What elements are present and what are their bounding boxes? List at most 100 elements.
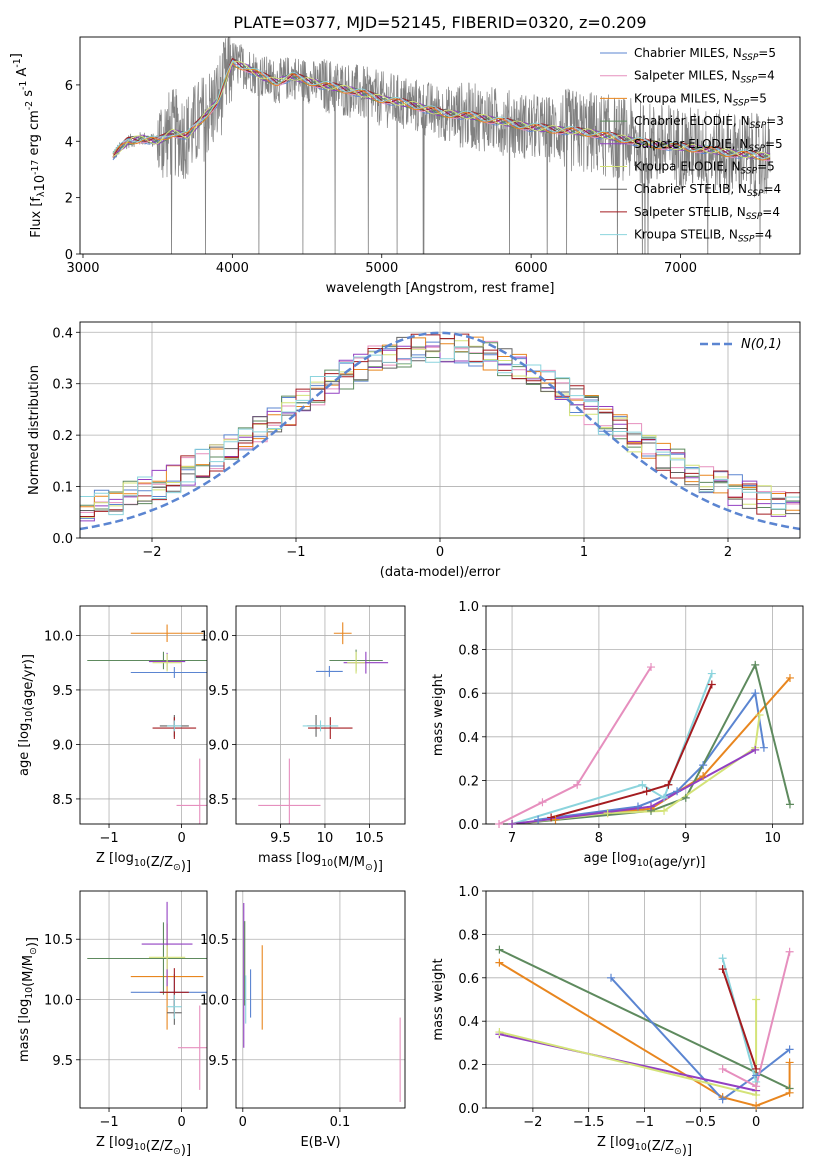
x-tick-label: 10	[764, 831, 781, 846]
x-tick-label: −1	[99, 831, 118, 846]
data-point-marker	[751, 745, 760, 754]
data-point-marker	[547, 813, 556, 822]
data-point-marker	[751, 660, 760, 669]
legend-label: Chabrier STELIB, NSSP=4	[634, 182, 781, 199]
y-tick-label: 8.5	[208, 793, 229, 808]
y-tick-label: 2	[65, 192, 73, 207]
legend-label: Salpeter STELIB, NSSP=4	[634, 205, 780, 222]
data-point-marker	[538, 798, 547, 807]
data-point-marker	[603, 809, 612, 818]
axes-frame	[485, 890, 804, 1109]
model-spectrum-line	[112, 60, 771, 159]
data-point-marker	[759, 743, 768, 752]
data-point-marker	[752, 1082, 761, 1091]
axes-frame	[79, 605, 208, 825]
data-point-marker	[785, 673, 794, 682]
spectrum-panel: 3000 4000 5000 6000 7000 0 2 4 6 wavelength [Angs…	[9, 36, 801, 296]
axes-frame	[235, 605, 406, 825]
y-axis-label: Normed distribution	[27, 365, 42, 495]
x-tick-label: 6000	[515, 261, 548, 276]
x-tick-label: 4000	[216, 261, 249, 276]
x-tick-label: −1.5	[573, 1115, 605, 1130]
y-tick-label: 0.3	[52, 378, 73, 393]
legend-label: Chabrier ELODIE, NSSP=3	[634, 114, 784, 131]
data-point-marker	[718, 1095, 727, 1104]
y-axis-label: mass weight	[431, 674, 446, 756]
y-tick-label: 9.0	[52, 738, 73, 753]
axes-frame	[235, 890, 406, 1109]
data-point-marker	[699, 772, 708, 781]
data-point-marker	[642, 787, 651, 796]
y-axis-label: Flux [fλ10-17 erg cm-2 s-1 A-1]	[9, 53, 48, 238]
legend-label: Salpeter MILES, NSSP=4	[634, 69, 775, 86]
data-point-marker	[534, 815, 543, 824]
y-tick-label: 0.4	[458, 731, 479, 746]
series-line	[550, 684, 713, 819]
y-tick-label: 0.1	[52, 481, 73, 496]
y-tick-label: 0.8	[458, 928, 479, 943]
y-tick-label: 0.2	[458, 1059, 479, 1074]
y-tick-label: 0.0	[458, 1102, 479, 1117]
data-point-marker	[638, 780, 647, 789]
data-point-marker	[664, 780, 673, 789]
residuals-panel: −2 −1 0 1 2 0.0 0.1 0.2 0.3 0.4 (data-model)/error…	[27, 321, 801, 580]
y-tick-label: 1.0	[458, 885, 479, 900]
y-axis-label: mass [log10(M/M⊙)]	[17, 937, 40, 1062]
data-point-marker	[607, 973, 616, 982]
y-axis-label: age [log10(age/yr)]	[17, 654, 36, 776]
data-point-marker	[785, 1045, 794, 1054]
axes-frame	[79, 321, 801, 539]
x-tick-label: 5000	[365, 261, 398, 276]
y-tick-label: 0.4	[458, 1015, 479, 1030]
axes-frame	[485, 605, 804, 825]
observed-spectrum	[112, 37, 771, 254]
data-point-marker	[573, 780, 582, 789]
plot-area	[80, 331, 800, 531]
residual-histogram-step	[80, 346, 800, 516]
y-tick-label: 9.5	[52, 684, 73, 699]
plot-area	[112, 37, 771, 254]
data-point-marker	[785, 947, 794, 956]
y-tick-label: 9.0	[208, 738, 229, 753]
plot-area	[87, 624, 207, 824]
data-point-marker	[752, 995, 761, 1004]
legend-label: Kroupa STELIB, NSSP=4	[634, 228, 772, 245]
x-tick-label: 0	[752, 1115, 760, 1130]
residual-histogram-step	[80, 336, 800, 515]
residual-histogram-step	[80, 333, 800, 518]
weight-vs-metallicity-panel: −2 −1.5 −1 −0.5 0 0.0 0.2 0.4 0.6 0.8 1.0 Z [log10(…	[431, 885, 804, 1158]
series-line	[499, 999, 758, 1097]
x-tick-label: 9	[682, 831, 690, 846]
x-tick-label: 0	[177, 1115, 185, 1130]
data-point-marker	[495, 820, 504, 828]
data-point-marker	[551, 815, 560, 824]
data-point-marker	[718, 1064, 727, 1073]
series-line	[721, 968, 758, 1070]
y-tick-label: 0.4	[52, 326, 73, 341]
x-tick-label: −1	[286, 545, 305, 560]
data-point-marker	[699, 761, 708, 770]
plot-area	[87, 901, 207, 1090]
series-line	[537, 690, 765, 821]
x-axis-label: mass [log10(M/M⊙)]	[258, 851, 383, 874]
y-tick-label: 4	[65, 135, 73, 150]
data-point-marker	[647, 663, 656, 672]
data-point-marker	[785, 800, 794, 809]
x-tick-label: 3000	[66, 261, 99, 276]
x-axis-label: Z [log10(Z/Z⊙)]	[597, 1135, 692, 1158]
legend-label: N(0,1)	[741, 337, 782, 352]
data-point-marker	[785, 1088, 794, 1097]
legend-label: Kroupa ELODIE, NSSP=5	[634, 160, 775, 177]
x-tick-label: 7000	[664, 261, 697, 276]
y-tick-label: 0.8	[458, 644, 479, 659]
data-point-marker	[785, 1058, 794, 1067]
data-point-marker	[752, 1090, 761, 1099]
data-point-marker	[647, 802, 656, 811]
x-tick-label: 9.5	[270, 831, 291, 846]
data-point-marker	[718, 954, 727, 963]
residual-histogram-step	[80, 345, 800, 522]
x-axis-label: wavelength [Angstrom, rest frame]	[326, 281, 555, 296]
y-tick-label: 0.6	[458, 972, 479, 987]
x-tick-label: 0	[436, 545, 444, 560]
